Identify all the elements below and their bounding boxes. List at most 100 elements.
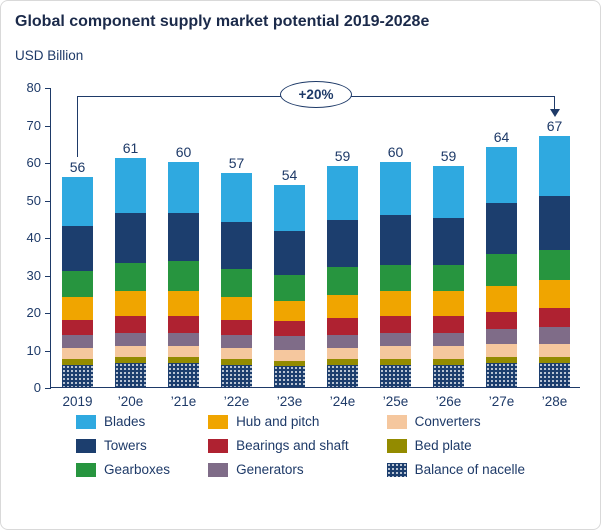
legend-swatch [208, 462, 229, 477]
legend-swatch [76, 438, 97, 453]
y-tick-label: 30 [26, 267, 41, 283]
bar--23e [274, 184, 305, 387]
bar-total-label: 57 [228, 155, 245, 172]
x-axis-label: 2019 [62, 394, 93, 409]
page-title: Global component supply market potential… [15, 13, 430, 30]
segment-bearings-and-shaft [380, 315, 411, 333]
bar-total-label: 59 [334, 147, 351, 164]
x-axis-label: ’24e [329, 394, 356, 409]
y-tick-label: 0 [33, 380, 41, 395]
segment-gearboxes [380, 265, 411, 292]
segment-bearings-and-shaft [115, 315, 146, 333]
segment-towers [62, 225, 93, 271]
segment-towers [327, 220, 358, 267]
legend-item-converters: Converters [386, 414, 525, 429]
legend-item-blades: Blades [76, 414, 170, 429]
segment-balance-of-nacelle [168, 362, 199, 387]
segment-towers [486, 203, 517, 254]
y-tick [45, 238, 51, 239]
y-tick-label: 20 [26, 305, 41, 320]
y-tick [45, 275, 51, 277]
segment-gearboxes [539, 250, 570, 281]
segment-blades [433, 165, 464, 219]
segment-generators [539, 327, 570, 344]
segment-balance-of-nacelle [486, 362, 517, 387]
segment-generators [115, 332, 146, 346]
segment-bearings-and-shaft [433, 315, 464, 333]
segment-bearings-and-shaft [486, 312, 517, 329]
y-tick-label: 70 [26, 117, 41, 133]
legend-label: Blades [104, 414, 146, 429]
segment-generators [168, 332, 199, 346]
segment-bearings-and-shaft [168, 315, 199, 333]
segment-generators [274, 336, 305, 350]
x-axis-label: ’27e [488, 394, 515, 409]
segment-converters [274, 349, 305, 361]
segment-towers [168, 212, 199, 262]
y-axis-title: USD Billion [15, 48, 84, 63]
bar-total-label: 60 [175, 144, 192, 160]
segment-converters [539, 343, 570, 357]
segment-gearboxes [486, 253, 517, 286]
legend-label: Converters [414, 414, 481, 429]
segment-generators [62, 334, 93, 348]
segment-blades [380, 162, 411, 215]
legend-label: Hub and pitch [236, 414, 320, 429]
y-tick-label: 50 [26, 192, 41, 208]
bar--28e [539, 135, 570, 387]
segment-balance-of-nacelle [221, 364, 252, 387]
segment-gearboxes [168, 261, 199, 292]
segment-bed-plate [380, 358, 411, 365]
segment-converters [221, 347, 252, 359]
legend-item-bearings-and-shaft: Bearings and shaft [208, 438, 349, 453]
segment-hub-and-pitch [168, 291, 199, 316]
segment-balance-of-nacelle [115, 362, 146, 387]
y-tick-label: 60 [26, 155, 41, 170]
segment-blades [327, 165, 358, 221]
legend-swatch [76, 414, 97, 429]
bar-total-label: 59 [440, 147, 457, 164]
bar-total-label: 67 [546, 117, 563, 134]
segment-converters [62, 347, 93, 359]
growth-annotation: +20% [280, 81, 352, 108]
segment-hub-and-pitch [327, 295, 358, 318]
segment-generators [433, 332, 464, 346]
y-tick-label: 40 [26, 230, 41, 245]
segment-hub-and-pitch [274, 300, 305, 322]
legend-item-generators: Generators [208, 462, 349, 477]
segment-generators [486, 328, 517, 344]
legend-label: Gearboxes [104, 462, 171, 477]
segment-bed-plate [327, 358, 358, 365]
segment-bearings-and-shaft [327, 317, 358, 335]
y-tick [45, 200, 51, 202]
legend-swatch [386, 414, 407, 429]
segment-converters [327, 347, 358, 359]
legend-swatch [208, 438, 229, 453]
bar--24e [327, 165, 358, 387]
bar-2019 [62, 177, 93, 387]
legend-label: Bed plate [414, 438, 472, 453]
segment-hub-and-pitch [539, 280, 570, 309]
bar-total-label: 61 [122, 140, 139, 157]
segment-gearboxes [221, 268, 252, 297]
segment-bed-plate [168, 357, 199, 363]
annotation-connector-line-left [77, 96, 78, 157]
segment-bearings-and-shaft [62, 319, 93, 335]
segment-hub-and-pitch [433, 291, 464, 316]
y-tick [45, 388, 51, 389]
segment-converters [168, 345, 199, 357]
segment-balance-of-nacelle [539, 362, 570, 387]
segment-hub-and-pitch [221, 297, 252, 320]
segment-towers [380, 214, 411, 266]
bar-total-label: 60 [387, 144, 404, 160]
bar--22e [221, 173, 252, 387]
y-tick [45, 163, 51, 164]
segment-converters [433, 345, 464, 359]
segment-generators [380, 332, 411, 346]
segment-converters [380, 345, 411, 359]
x-axis-label: ’28e [541, 394, 568, 409]
legend-item-balance-of-nacelle: Balance of nacelle [386, 462, 525, 477]
segment-gearboxes [274, 274, 305, 301]
segment-blades [539, 135, 570, 196]
